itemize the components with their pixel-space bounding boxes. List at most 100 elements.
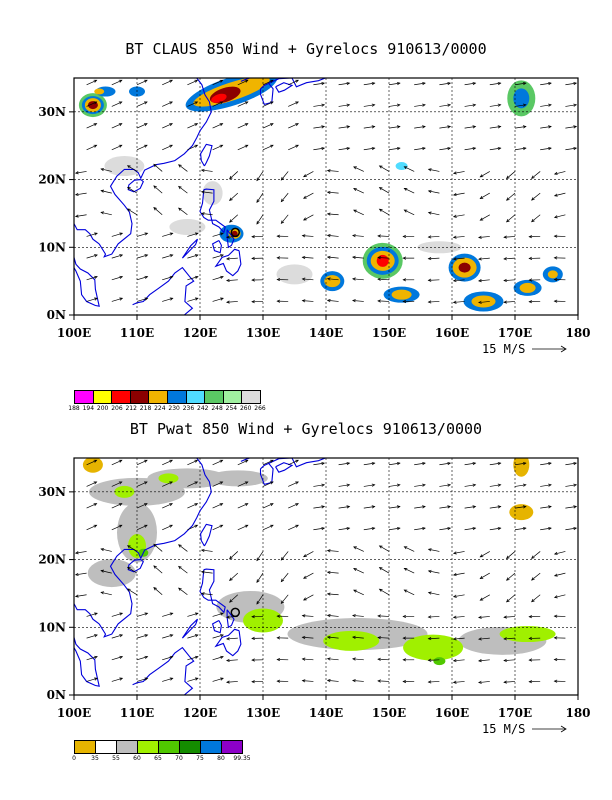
wind-vector bbox=[179, 208, 188, 215]
coastline bbox=[182, 619, 197, 638]
wind-vector bbox=[304, 595, 314, 600]
colorbar-label: 236 bbox=[183, 405, 194, 412]
coastline bbox=[201, 144, 212, 166]
wind-vector bbox=[154, 588, 162, 595]
wind-vector bbox=[304, 215, 314, 220]
wind-vector bbox=[532, 595, 541, 602]
colorbar-label: 194 bbox=[83, 405, 94, 412]
colorbar-swatch bbox=[186, 390, 206, 404]
colorbar-swatch bbox=[116, 740, 138, 754]
colorbar-label: 266 bbox=[254, 405, 265, 412]
field-blob bbox=[433, 657, 445, 665]
colorbar-label: 55 bbox=[112, 755, 120, 762]
y-tick-label: 30N bbox=[38, 485, 66, 499]
wind-vector bbox=[380, 188, 389, 194]
wind-vector bbox=[507, 551, 515, 558]
colorbar-label: 230 bbox=[168, 405, 179, 412]
field-blob bbox=[323, 631, 379, 651]
x-tick-label: 110E bbox=[120, 706, 154, 720]
wind-vector bbox=[154, 186, 162, 193]
colorbar-swatch bbox=[200, 740, 222, 754]
ref-vector-label: 15 M/S bbox=[482, 722, 525, 736]
coastline bbox=[201, 524, 212, 546]
wind-vector bbox=[507, 171, 515, 178]
colorbar-swatch bbox=[167, 390, 187, 404]
x-tick-label: 180 bbox=[565, 706, 590, 720]
coastline bbox=[216, 629, 241, 655]
wind-vector bbox=[179, 186, 188, 193]
coastline bbox=[213, 241, 222, 253]
colorbar-label: 65 bbox=[154, 755, 162, 762]
wind-vector bbox=[380, 166, 389, 172]
wind-vector bbox=[179, 165, 188, 172]
x-tick-label: 160E bbox=[435, 706, 469, 720]
wind-vector bbox=[230, 215, 238, 222]
colorbar-label: 242 bbox=[197, 405, 208, 412]
x-tick-label: 120E bbox=[183, 326, 217, 340]
wind-vector bbox=[480, 193, 490, 198]
coastline bbox=[216, 249, 241, 275]
colorbar-label: 35 bbox=[91, 755, 99, 762]
wind-vector bbox=[281, 193, 288, 202]
coastline bbox=[128, 180, 143, 192]
x-tick-label: 140E bbox=[309, 326, 343, 340]
wind-vector bbox=[154, 208, 162, 215]
wind-vector bbox=[281, 595, 288, 604]
x-tick-label: 100E bbox=[57, 326, 91, 340]
y-tick-label: 0N bbox=[47, 688, 66, 702]
colorbar-swatch bbox=[241, 390, 261, 404]
field-blob bbox=[520, 283, 536, 293]
wind-vector bbox=[230, 573, 238, 580]
colorbar-swatch bbox=[95, 740, 117, 754]
field-layer bbox=[79, 63, 563, 311]
colorbar-swatch bbox=[137, 740, 159, 754]
wind-vector bbox=[507, 573, 515, 580]
wind-vector bbox=[230, 193, 238, 200]
colorbar-swatch bbox=[148, 390, 168, 404]
x-tick-label: 160E bbox=[435, 326, 469, 340]
x-tick-label: 180 bbox=[565, 326, 590, 340]
colorbar-label: 248 bbox=[211, 405, 222, 412]
wind-vector bbox=[257, 573, 263, 582]
field-blob bbox=[509, 504, 533, 520]
x-tick-label: 130E bbox=[246, 706, 280, 720]
colorbar-label: 75 bbox=[196, 755, 204, 762]
wind-vector bbox=[154, 566, 162, 573]
colorbar-swatch bbox=[93, 390, 113, 404]
wind-vector bbox=[380, 589, 389, 595]
field-blob bbox=[94, 89, 104, 95]
colorbar-swatch bbox=[223, 390, 243, 404]
field-blob bbox=[159, 473, 179, 483]
y-tick-label: 20N bbox=[38, 173, 66, 187]
wind-vector bbox=[507, 193, 515, 200]
wind-vector bbox=[480, 215, 490, 220]
wind-vector bbox=[380, 209, 389, 215]
field-blob bbox=[500, 626, 556, 642]
wind-vector bbox=[480, 171, 490, 176]
colorbar-label: 200 bbox=[97, 405, 108, 412]
wind-vector bbox=[154, 164, 162, 171]
colorbar-label: 70 bbox=[175, 755, 183, 762]
x-tick-label: 110E bbox=[120, 326, 154, 340]
wind-vector bbox=[304, 171, 314, 176]
colorbar-swatch bbox=[221, 740, 243, 754]
wind-vector bbox=[380, 546, 389, 552]
x-tick-label: 170E bbox=[498, 326, 532, 340]
claus-title: BT CLAUS 850 Wind + Gyrelocs 910613/0000 bbox=[0, 40, 612, 58]
wind-vector bbox=[179, 545, 188, 552]
colorbar-swatch bbox=[179, 740, 201, 754]
wind-vector bbox=[532, 215, 541, 222]
wind-vector bbox=[257, 551, 263, 560]
colorbar-label: 218 bbox=[140, 405, 151, 412]
wind-vector bbox=[154, 544, 162, 551]
colorbar-swatch bbox=[74, 740, 96, 754]
ref-vector-label: 15 M/S bbox=[482, 342, 525, 356]
colorbar-swatch bbox=[158, 740, 180, 754]
colorbar-label: 254 bbox=[226, 405, 237, 412]
wind-vector bbox=[230, 551, 238, 558]
colorbar-swatch bbox=[204, 390, 224, 404]
wind-vector bbox=[281, 551, 288, 560]
wind-vector bbox=[532, 193, 541, 200]
colorbar-label: 206 bbox=[111, 405, 122, 412]
wind-vector bbox=[532, 573, 541, 580]
